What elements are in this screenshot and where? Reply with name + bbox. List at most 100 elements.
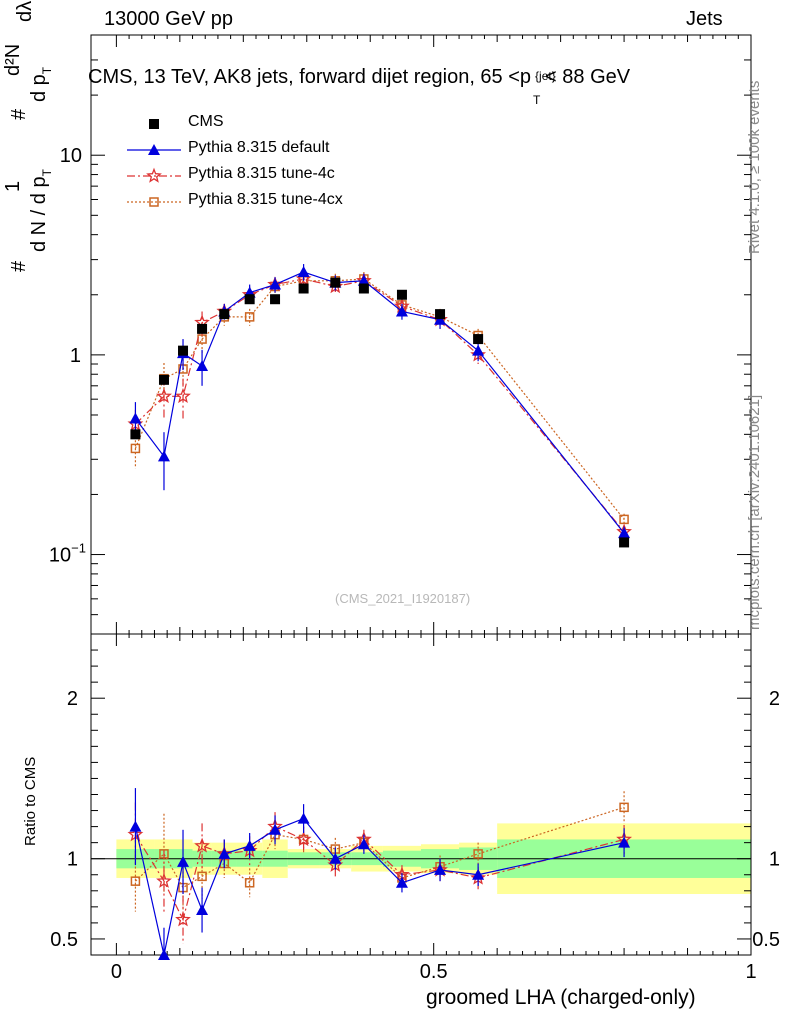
x-tick-label: 1 xyxy=(745,961,756,983)
series-line-pythia-8-315-default xyxy=(134,271,625,534)
ratio-panel: 0 0.5 1 0.5 0.5 1 1 2 2 xyxy=(50,633,780,983)
data-point-cms xyxy=(298,283,309,294)
ratio-y-tick-label-right: 0.5 xyxy=(752,929,780,951)
data-point-pythia-8-315-tune-4cx xyxy=(619,514,629,525)
ratio-point-pythia-8-315-tune-4cx xyxy=(473,849,483,859)
data-point-cms xyxy=(197,323,208,334)
legend-item-tune-4cx: Pythia 8.315 tune-4cx xyxy=(120,191,380,213)
ratio-point-pythia-8-315-default xyxy=(129,820,142,832)
ratio-point-pythia-8-315-default xyxy=(329,852,342,864)
ratio-y-tick-label-right: 1 xyxy=(769,849,780,871)
data-point-cms xyxy=(158,374,169,385)
ratio-y-tick-label: 0.5 xyxy=(50,929,78,951)
data-point-pythia-8-315-default xyxy=(357,274,370,286)
data-point-pythia-8-315-tune-4cx xyxy=(130,443,141,454)
energy-label: 13000 GeV pp xyxy=(104,8,233,30)
ylabel-hash-2: # xyxy=(8,108,30,120)
y-tick-label: 10−1 xyxy=(49,541,86,567)
data-point-cms xyxy=(358,283,369,294)
data-point-pythia-8-315-tune-4cx xyxy=(244,312,255,322)
mcplots-label: mcplots.cern.ch [arXiv:2401.10621] xyxy=(746,394,763,630)
ratio-point-pythia-8-315-tune-4cx xyxy=(244,878,255,888)
ylabel-den: d N / d pT xyxy=(28,169,54,252)
data-point-cms xyxy=(244,294,255,305)
ratio-point-pythia-8-315-tune-4cx xyxy=(130,876,141,886)
data-point-cms xyxy=(435,309,446,320)
ratio-frame-border xyxy=(90,633,752,956)
ratio-point-pythia-8-315-default xyxy=(218,847,231,859)
legend-label-tune-4cx: Pythia 8.315 tune-4cx xyxy=(188,191,343,208)
data-point-pythia-8-315-default xyxy=(196,359,209,371)
legend-label-tune-4c: Pythia 8.315 tune-4c xyxy=(188,165,335,182)
ratio-point-pythia-8-315-default xyxy=(472,868,485,880)
data-point-cms xyxy=(330,277,341,288)
title-tail: < 88 GeV xyxy=(545,66,631,88)
ratio-point-pythia-8-315-tune-4c xyxy=(295,831,312,847)
data-point-pythia-8-315-default xyxy=(434,313,447,325)
ratio-point-pythia-8-315-default xyxy=(177,855,190,867)
legend-item-cms: CMS xyxy=(120,113,380,135)
data-point-pythia-8-315-default xyxy=(472,344,485,356)
y-tick-label: 10 xyxy=(60,145,82,167)
series-line-pythia-8-315-tune-4c xyxy=(135,278,625,533)
ratio-line-pythia-8-315-tune-4cx xyxy=(135,806,625,889)
ylabel-dlambda: dλ xyxy=(14,0,36,22)
x-tick-label: 0 xyxy=(111,961,122,983)
legend xyxy=(127,119,181,207)
data-point-cms xyxy=(178,345,189,356)
ratio-point-pythia-8-315-tune-4c xyxy=(194,837,210,853)
data-point-cms xyxy=(130,429,141,440)
legend-marker-pythia-8-315-default xyxy=(148,144,160,155)
ylabel-frac-num: d²N xyxy=(2,43,24,76)
ratio-point-pythia-8-315-tune-4cx xyxy=(197,871,207,882)
data-point-pythia-8-315-default xyxy=(618,527,631,539)
ratio-point-pythia-8-315-default xyxy=(196,904,209,916)
ratio-point-pythia-8-315-tune-4c xyxy=(175,911,191,927)
ratio-point-pythia-8-315-default xyxy=(434,863,447,875)
legend-item-default: Pythia 8.315 default xyxy=(120,139,380,161)
x-axis-label: groomed LHA (charged-only) xyxy=(426,986,696,1009)
data-point-pythia-8-315-default xyxy=(297,266,310,278)
legend-marker-pythia-8-315-tune-4c xyxy=(146,167,162,183)
data-point-cms xyxy=(219,309,230,320)
ratio-point-pythia-8-315-default xyxy=(618,836,631,848)
legend-label-cms: CMS xyxy=(188,113,224,130)
ylabel-frac-den: d pT xyxy=(28,67,54,102)
ylabel-den-a: d N / d p xyxy=(28,176,50,252)
data-point-pythia-8-315-tune-4c xyxy=(175,387,191,404)
ratio-point-pythia-8-315-tune-4c xyxy=(156,872,172,888)
ratio-line-pythia-8-315-tune-4c xyxy=(134,825,625,922)
category-label: Jets xyxy=(686,8,723,30)
ratio-point-pythia-8-315-default xyxy=(357,838,370,850)
ratio-point-pythia-8-315-tune-4cx xyxy=(619,802,629,813)
data-point-cms xyxy=(396,289,407,300)
data-point-cms xyxy=(270,294,281,305)
plot-title: CMS, 13 TeV, AK8 jets, forward dijet reg… xyxy=(88,66,631,107)
ylabel-den-sub: T xyxy=(40,169,54,177)
series-line-pythia-8-315-tune-4cx xyxy=(134,278,625,520)
ratio-point-pythia-8-315-default xyxy=(157,949,170,960)
ratio-y-tick-label-right: 2 xyxy=(769,688,780,710)
title-sup: {jet} xyxy=(535,69,556,83)
ratio-point-pythia-8-315-default xyxy=(269,823,282,835)
ratio-y-label: Ratio to CMS xyxy=(22,756,39,846)
data-point-cms xyxy=(619,537,630,548)
legend-marker-pythia-8-315-tune-4cx xyxy=(149,197,159,207)
data-point-pythia-8-315-tune-4c xyxy=(156,387,172,404)
legend-label-default: Pythia 8.315 default xyxy=(188,139,330,156)
legend-item-tune-4c: Pythia 8.315 tune-4c xyxy=(120,165,380,187)
data-point-pythia-8-315-default xyxy=(269,278,282,290)
rivet-version-label: Rivet 4.1.0, ≥ 100k events xyxy=(746,80,763,254)
data-point-pythia-8-315-default xyxy=(129,412,142,424)
y-axis-label: # 1 d N / d pT # d²N d pT dλ xyxy=(2,0,64,272)
ylabel-num: 1 xyxy=(2,180,24,192)
ratio-point-pythia-8-315-default xyxy=(297,812,310,824)
title-sub: T xyxy=(533,93,541,107)
ratio-point-pythia-8-315-default xyxy=(395,876,408,888)
analysis-watermark: (CMS_2021_I1920187) xyxy=(335,591,471,606)
legend-marker-cms xyxy=(149,119,159,129)
y-tick-exponent: −1 xyxy=(71,541,86,556)
ratio-y-tick-label: 2 xyxy=(67,688,78,710)
data-point-pythia-8-315-default xyxy=(395,305,408,317)
x-tick-label: 0.5 xyxy=(420,961,448,983)
